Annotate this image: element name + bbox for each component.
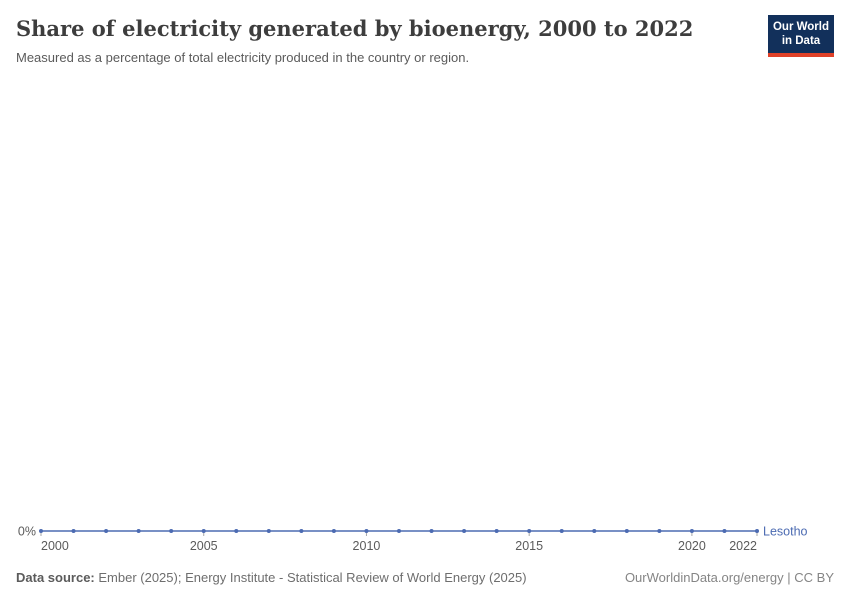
title-block: Share of electricity generated by bioene… <box>16 15 693 67</box>
data-point[interactable] <box>266 529 271 533</box>
data-point[interactable] <box>104 529 109 533</box>
chart-header: Share of electricity generated by bioene… <box>0 0 850 67</box>
chart-footer: Data source: Ember (2025); Energy Instit… <box>16 570 834 585</box>
data-point[interactable] <box>429 529 434 533</box>
y-axis-tick-label: 0% <box>18 525 36 539</box>
logo-line-2: in Data <box>781 35 821 48</box>
chart-subtitle: Measured as a percentage of total electr… <box>16 50 470 66</box>
attribution: OurWorldinData.org/energy | CC BY <box>624 570 834 585</box>
data-point[interactable] <box>462 529 467 533</box>
data-point[interactable] <box>722 529 727 533</box>
chart-title: Share of electricity generated by bioene… <box>16 16 694 41</box>
data-point[interactable] <box>169 529 174 533</box>
data-point[interactable] <box>592 529 597 533</box>
x-axis-tick-label: 2022 <box>729 539 757 553</box>
data-point[interactable] <box>559 529 564 533</box>
data-point[interactable] <box>201 529 206 533</box>
data-point[interactable] <box>657 529 662 533</box>
owid-logo: Our World in Data <box>768 15 834 57</box>
data-point[interactable] <box>234 529 239 533</box>
data-point[interactable] <box>331 529 336 533</box>
data-point[interactable] <box>299 529 304 533</box>
logo-line-1: Our World <box>772 21 829 33</box>
data-point[interactable] <box>397 529 401 533</box>
data-source: Data source: Ember (2025); Energy Instit… <box>16 570 527 585</box>
data-point[interactable] <box>39 529 43 533</box>
data-point[interactable] <box>624 529 629 533</box>
entity-label[interactable]: Lesotho <box>763 525 808 539</box>
data-source-label: Data source: <box>16 570 95 585</box>
data-point[interactable] <box>689 529 694 533</box>
x-axis-tick-label: 2015 <box>515 539 543 553</box>
data-point[interactable] <box>494 529 499 533</box>
x-axis-tick-label: 2005 <box>190 539 218 553</box>
data-point[interactable] <box>755 529 759 533</box>
data-source-text: Ember (2025); Energy Institute - Statist… <box>94 570 527 585</box>
x-axis-tick-label: 2020 <box>678 539 706 553</box>
data-point[interactable] <box>136 529 141 533</box>
data-point[interactable] <box>527 529 532 533</box>
data-point[interactable] <box>71 529 76 533</box>
x-axis-tick-label: 2010 <box>353 539 381 553</box>
data-point[interactable] <box>364 529 369 533</box>
x-axis-tick-label: 2000 <box>41 539 69 553</box>
